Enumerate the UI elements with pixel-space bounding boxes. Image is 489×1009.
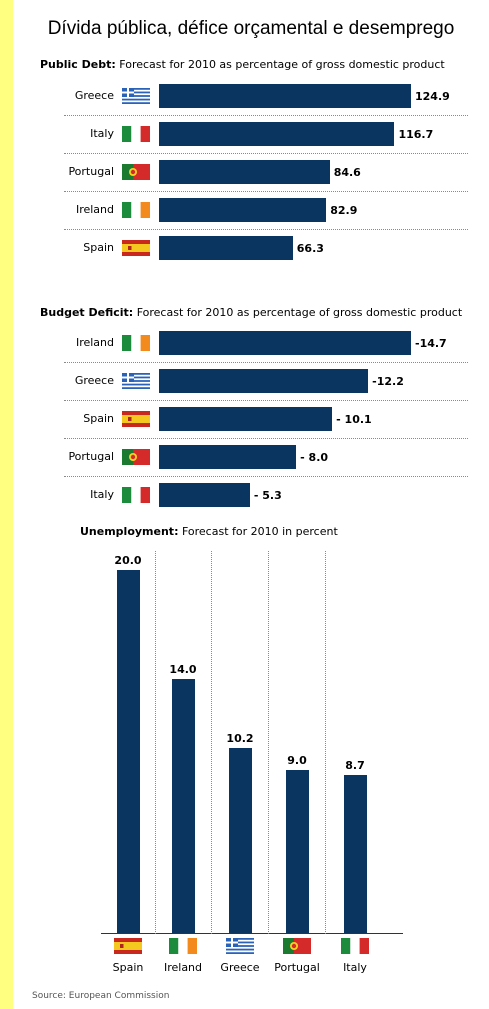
budget-deficit-bar	[159, 445, 297, 469]
greece-flag-icon	[122, 88, 150, 104]
left-accent-strip	[0, 0, 13, 1009]
unemployment-bar	[285, 769, 309, 933]
unemployment-category-label: Italy	[343, 961, 367, 974]
unemployment-category-label: Portugal	[274, 961, 320, 974]
budget-deficit-row-divider	[64, 438, 468, 439]
unemployment-category-label: Greece	[220, 961, 260, 974]
public-debt-value-label: 82.9	[330, 204, 358, 217]
public-debt-heading: Public Debt: Forecast for 2010 as percen…	[40, 58, 445, 71]
unemployment-category-label: Ireland	[163, 961, 203, 974]
public-debt-bar	[159, 198, 327, 222]
unemployment-value-label: 14.0	[169, 662, 197, 676]
unemployment-title: Unemployment:	[80, 525, 179, 538]
budget-deficit-value-label: - 10.1	[336, 413, 372, 426]
public-debt-bar	[159, 84, 411, 108]
public-debt-row-divider	[64, 229, 468, 230]
budget-deficit-title: Budget Deficit:	[40, 306, 134, 319]
public-debt-value-label: 124.9	[415, 90, 450, 103]
page-title: Dívida pública, défice orçamental e dese…	[47, 18, 455, 39]
unemployment-heading: Unemployment: Forecast for 2010 in perce…	[80, 525, 338, 538]
budget-deficit-subtitle: Forecast for 2010 as percentage of gross…	[136, 306, 463, 319]
unemployment-column-divider	[268, 551, 269, 934]
unemployment-subtitle: Forecast for 2010 in percent	[181, 525, 338, 538]
unemployment-category-label: Spain	[112, 961, 144, 974]
unemployment-value-label: 8.7	[345, 759, 365, 773]
unemployment-value-label: 20.0	[114, 554, 142, 567]
portugal-flag-icon	[122, 164, 150, 180]
spain-flag-icon	[122, 240, 150, 256]
public-debt-category-label: Italy	[90, 127, 114, 140]
unemployment-value-label: 10.2	[226, 731, 254, 745]
budget-deficit-category-label: Italy	[90, 488, 114, 501]
greece-flag-icon	[226, 938, 254, 954]
public-debt-category-label: Ireland	[75, 203, 114, 216]
unemployment-column-divider	[155, 551, 156, 934]
unemployment-column-divider	[325, 551, 326, 934]
budget-deficit-category-label: Portugal	[68, 450, 114, 463]
unemployment-bar	[171, 678, 195, 933]
public-debt-value-label: 84.6	[333, 166, 361, 179]
unemployment-bar	[116, 570, 140, 933]
unemployment-baseline	[101, 933, 403, 934]
public-debt-category-label: Greece	[74, 89, 114, 102]
budget-deficit-row-divider	[64, 362, 468, 363]
public-debt-bar	[159, 160, 330, 184]
budget-deficit-bar	[159, 407, 333, 431]
public-debt-category-label: Spain	[83, 241, 114, 254]
budget-deficit-value-label: - 5.3	[253, 489, 282, 502]
unemployment-value-label: 9.0	[287, 753, 307, 767]
budget-deficit-value-label: -12.2	[372, 375, 404, 388]
public-debt-bar	[159, 236, 293, 260]
budget-deficit-bar	[159, 331, 411, 355]
portugal-flag-icon	[283, 938, 311, 954]
ireland-flag-icon	[122, 202, 150, 218]
public-debt-value-label: 116.7	[398, 128, 434, 141]
ireland-flag-icon	[169, 938, 197, 954]
budget-deficit-category-label: Spain	[83, 412, 114, 425]
budget-deficit-heading: Budget Deficit: Forecast for 2010 as per…	[40, 306, 462, 319]
spain-flag-icon	[114, 938, 142, 954]
italy-flag-icon	[122, 126, 150, 142]
ireland-flag-icon	[122, 335, 150, 351]
public-debt-title: Public Debt:	[40, 58, 116, 71]
budget-deficit-value-label: - 8.0	[300, 451, 329, 464]
italy-flag-icon	[122, 487, 150, 503]
italy-flag-icon	[341, 938, 369, 954]
budget-deficit-value-label: -14.7	[415, 337, 447, 350]
unemployment-column-divider	[211, 551, 212, 934]
unemployment-bar	[228, 747, 252, 933]
unemployment-bar	[343, 775, 367, 933]
budget-deficit-row-divider	[64, 400, 468, 401]
budget-deficit-category-label: Ireland	[75, 336, 114, 349]
public-debt-subtitle: Forecast for 2010 as percentage of gross…	[119, 58, 445, 71]
public-debt-row-divider	[64, 115, 468, 116]
public-debt-row-divider	[64, 153, 468, 154]
budget-deficit-category-label: Greece	[74, 374, 114, 387]
public-debt-category-label: Portugal	[68, 165, 114, 178]
public-debt-row-divider	[64, 191, 468, 192]
public-debt-value-label: 66.3	[296, 242, 324, 255]
public-debt-bar	[159, 122, 395, 146]
budget-deficit-row-divider	[64, 476, 468, 477]
budget-deficit-bar	[159, 483, 250, 507]
spain-flag-icon	[122, 411, 150, 427]
budget-deficit-bar	[159, 369, 369, 393]
source-note: Source: European Commission	[32, 991, 170, 1001]
greece-flag-icon	[122, 373, 150, 389]
portugal-flag-icon	[122, 449, 150, 465]
